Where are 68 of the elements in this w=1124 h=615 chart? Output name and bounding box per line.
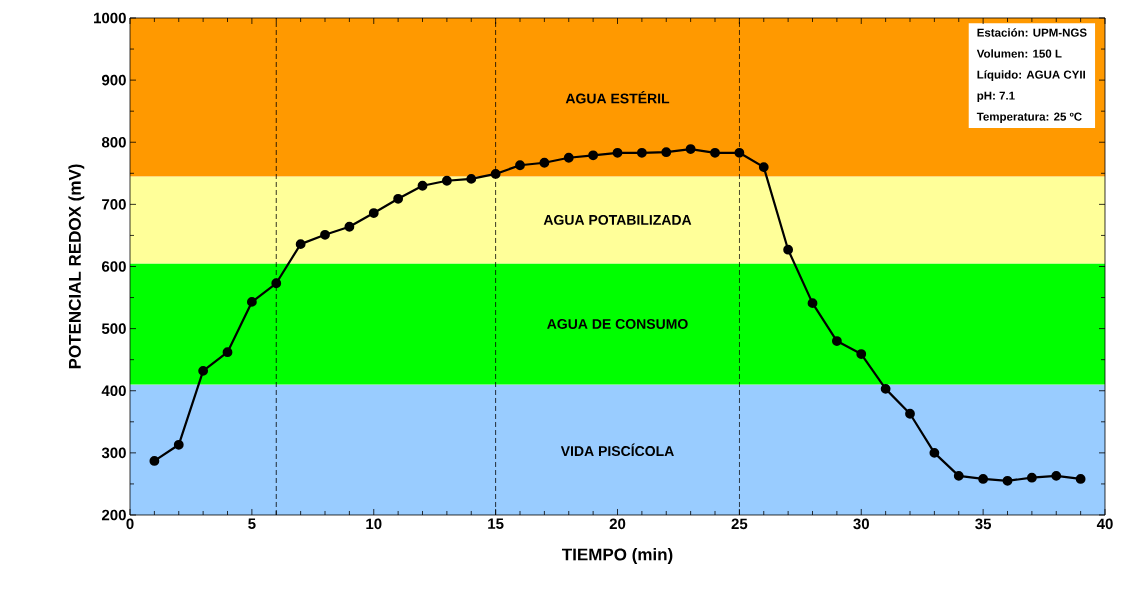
point [490, 169, 501, 179]
x-tick-label: 15 [488, 518, 504, 529]
annotation: pH: 7.1 [977, 91, 1015, 102]
band-label: AGUA POTABILIZADA [543, 214, 692, 225]
y-tick-label: 600 [102, 261, 126, 272]
point [368, 208, 379, 218]
y-tick-label: 500 [101, 323, 126, 334]
y-tick-label: 700 [102, 199, 126, 210]
y-tick-label: 400 [101, 385, 126, 397]
point [856, 349, 867, 359]
point [393, 193, 404, 204]
y-tick-label: 1000 [94, 12, 126, 24]
point [344, 221, 355, 232]
band-label: AGUA ESTÉRIL [565, 90, 670, 104]
point [466, 174, 477, 184]
point [222, 347, 233, 358]
y-tick-label: 200 [101, 509, 126, 521]
point [295, 239, 306, 250]
point [441, 175, 452, 186]
annotation: Estación: UPM-NGS [977, 28, 1087, 37]
point [417, 180, 428, 191]
band-label: AGUA DE CONSUMO [547, 318, 688, 329]
y-tick-label: 300 [101, 447, 126, 459]
band-label: VIDA PISCÍCOLA [560, 443, 674, 457]
x-tick-label: 20 [609, 518, 626, 530]
point [271, 278, 282, 289]
point [831, 336, 842, 346]
point [246, 297, 257, 307]
x-tick-label: 40 [1096, 518, 1113, 530]
point [710, 147, 720, 158]
point [685, 144, 696, 154]
point [539, 157, 550, 168]
point [588, 150, 599, 161]
point [929, 447, 940, 458]
point [320, 229, 330, 240]
point [515, 160, 525, 171]
point [1002, 475, 1013, 486]
annotation: Temperatura: 25 ºC [976, 112, 1082, 123]
point [734, 147, 745, 158]
x-tick-label: 10 [366, 518, 382, 530]
point [978, 474, 989, 484]
point [173, 439, 184, 450]
point [612, 147, 623, 158]
annotation: Líquido: AGUA CYII [977, 70, 1085, 81]
point [636, 147, 647, 158]
point [905, 408, 915, 419]
y-tick-label: 800 [101, 136, 126, 148]
point [1075, 474, 1086, 484]
point [783, 244, 794, 255]
point [807, 298, 818, 309]
x-tick-label: 30 [853, 518, 869, 530]
point [1026, 472, 1037, 483]
x-tick-label: 35 [975, 518, 992, 530]
y-tick-label: 900 [101, 74, 126, 86]
x-axis-title: TIEMPO (min) [561, 548, 673, 564]
point [1051, 470, 1062, 481]
point [149, 456, 160, 466]
annotation: Volumen: 150 L [976, 49, 1062, 58]
point [563, 152, 574, 163]
point [880, 383, 891, 394]
y-axis-title: POTENCIAL REDOX (mV) [68, 164, 85, 369]
point [953, 470, 964, 481]
point [758, 162, 769, 172]
x-tick-label: 5 [248, 518, 256, 529]
point [661, 147, 672, 158]
point [198, 365, 209, 376]
x-tick-label: 25 [731, 518, 748, 530]
x-tick-label: 0 [126, 518, 134, 530]
